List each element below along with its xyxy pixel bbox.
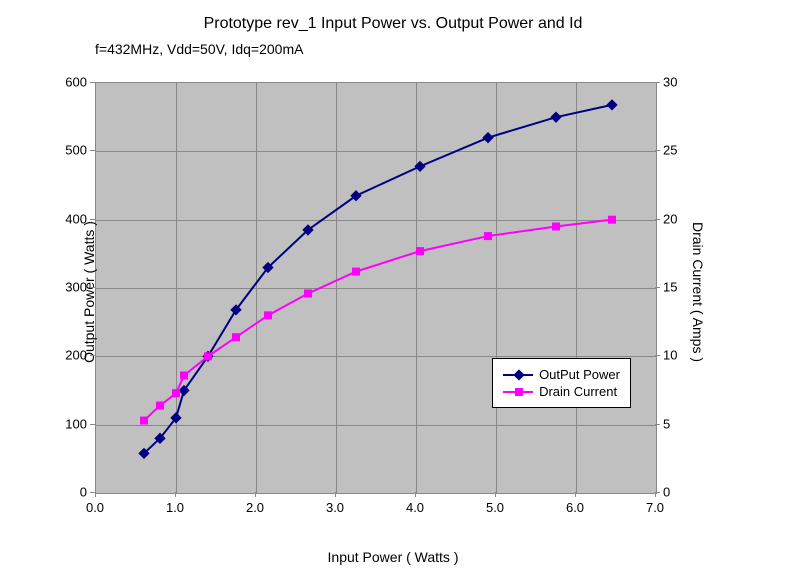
y-right-tick-label: 5	[663, 416, 703, 431]
square-icon	[515, 388, 523, 396]
y-left-tick-label: 400	[47, 211, 87, 226]
series-marker-1	[204, 352, 212, 360]
x-tick-label: 5.0	[486, 500, 504, 515]
y-left-tick-label: 500	[47, 143, 87, 158]
chart-container: Prototype rev_1 Input Power vs. Output P…	[0, 0, 786, 583]
series-marker-1	[416, 247, 424, 255]
y-right-tick-label: 30	[663, 75, 703, 90]
y-left-tick	[90, 150, 95, 151]
series-marker-1	[140, 417, 148, 425]
y-left-tick	[90, 287, 95, 288]
chart-title: Prototype rev_1 Input Power vs. Output P…	[0, 0, 786, 33]
y-left-tick	[90, 355, 95, 356]
legend-line-drain	[503, 391, 533, 393]
x-tick-label: 1.0	[166, 500, 184, 515]
plot-svg	[96, 83, 656, 493]
legend-row-drain-current: Drain Current	[503, 384, 620, 399]
y-left-tick	[90, 424, 95, 425]
y-right-tick-label: 10	[663, 348, 703, 363]
x-tick-label: 6.0	[566, 500, 584, 515]
series-marker-1	[352, 268, 360, 276]
series-marker-0	[414, 161, 425, 172]
y-left-tick	[90, 82, 95, 83]
chart-subtitle: f=432MHz, Vdd=50V, Idq=200mA	[0, 33, 786, 57]
x-tick-label: 0.0	[86, 500, 104, 515]
series-marker-1	[264, 311, 272, 319]
y-right-tick-label: 20	[663, 211, 703, 226]
legend-box: OutPut Power Drain Current	[492, 358, 631, 408]
plot-area	[95, 82, 657, 494]
series-marker-1	[172, 389, 180, 397]
x-tick-label: 2.0	[246, 500, 264, 515]
series-marker-1	[232, 333, 240, 341]
diamond-icon	[513, 369, 524, 380]
y-right-tick-label: 0	[663, 485, 703, 500]
x-tick-label: 7.0	[646, 500, 664, 515]
legend-label-output: OutPut Power	[539, 367, 620, 382]
y-left-tick-label: 100	[47, 416, 87, 431]
y-left-tick	[90, 492, 95, 493]
series-marker-1	[180, 371, 188, 379]
x-tick-label: 3.0	[326, 500, 344, 515]
legend-label-drain: Drain Current	[539, 384, 617, 399]
y-right-tick-label: 15	[663, 280, 703, 295]
series-marker-1	[484, 232, 492, 240]
legend-row-output-power: OutPut Power	[503, 367, 620, 382]
series-marker-0	[482, 132, 493, 143]
series-marker-1	[304, 289, 312, 297]
series-marker-1	[608, 216, 616, 224]
x-axis-title: Input Power ( Watts )	[328, 549, 459, 565]
series-marker-0	[606, 99, 617, 110]
y-left-tick-label: 600	[47, 75, 87, 90]
y-left-tick-label: 300	[47, 280, 87, 295]
series-marker-1	[552, 223, 560, 231]
legend-line-output	[503, 374, 533, 376]
y-left-tick	[90, 219, 95, 220]
series-marker-1	[156, 402, 164, 410]
x-tick-label: 4.0	[406, 500, 424, 515]
y-left-tick-label: 0	[47, 485, 87, 500]
y-left-tick-label: 200	[47, 348, 87, 363]
series-marker-0	[550, 112, 561, 123]
y-right-tick-label: 25	[663, 143, 703, 158]
